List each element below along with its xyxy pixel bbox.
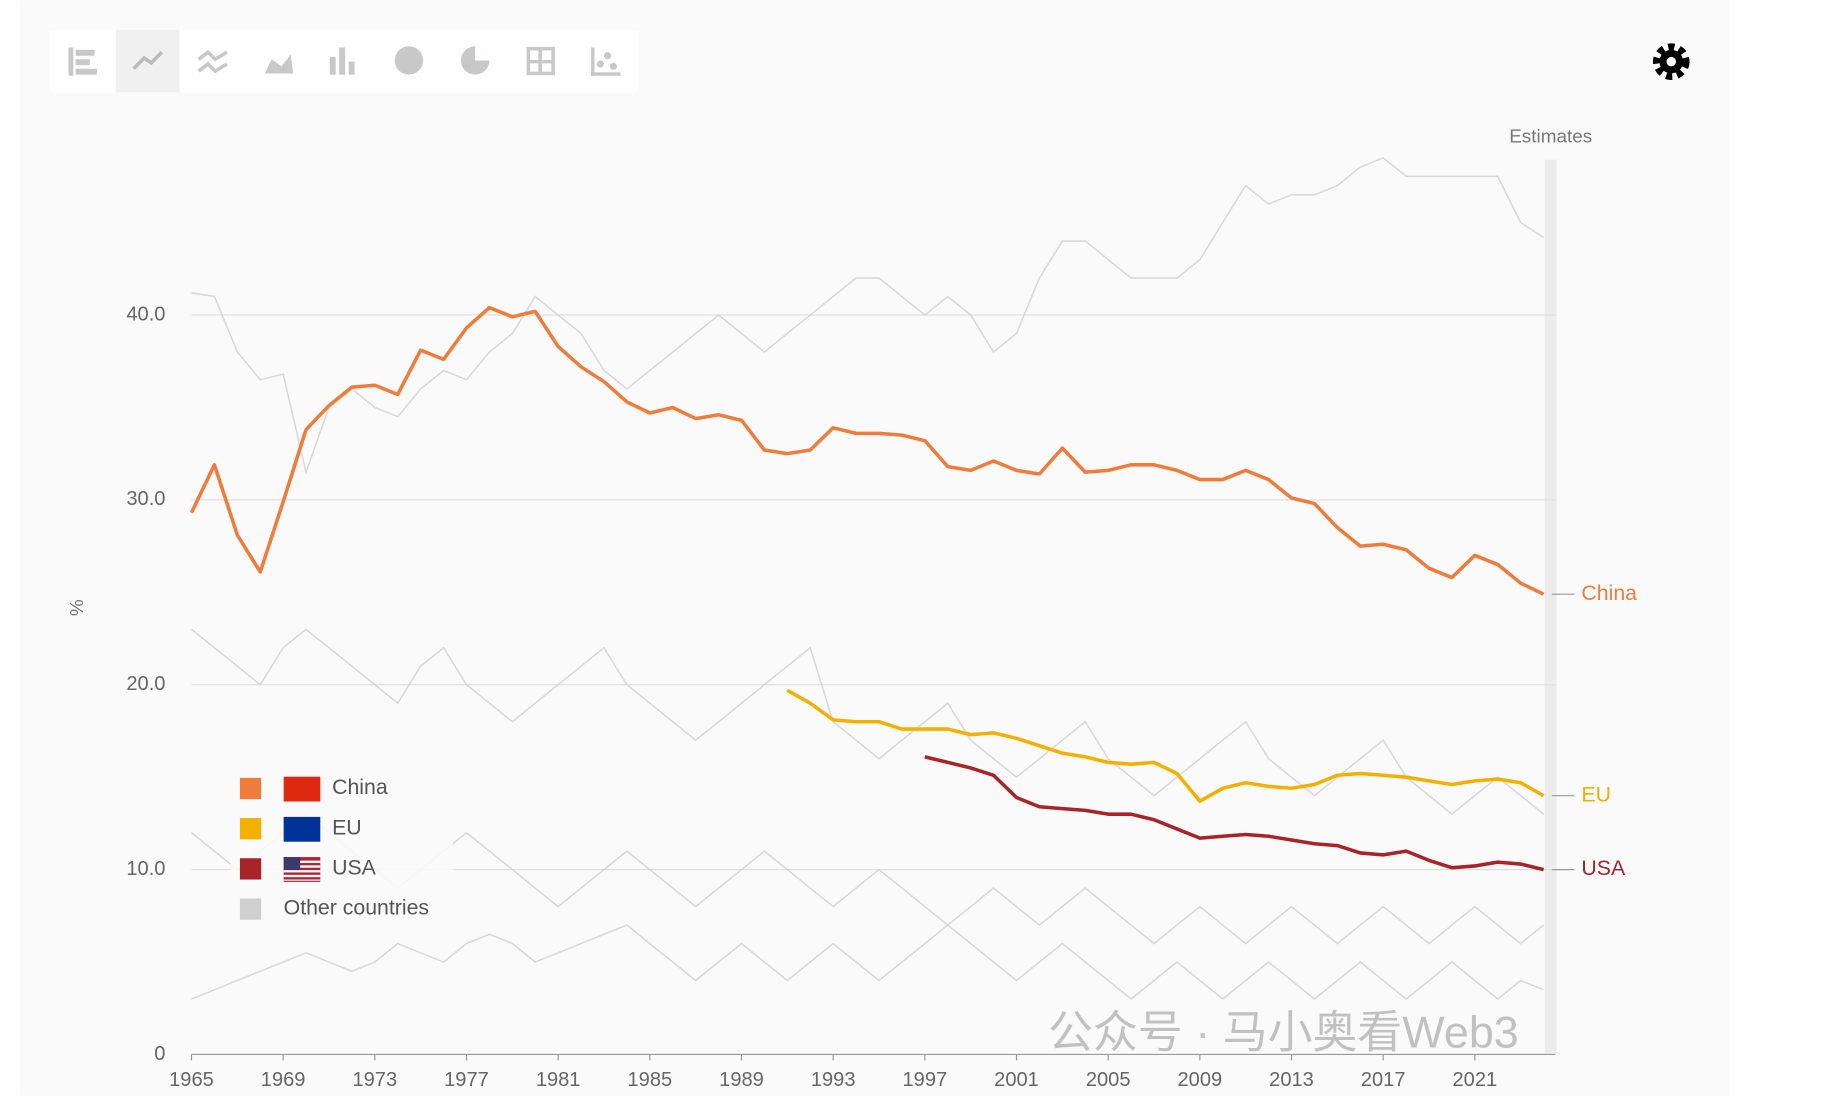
x-tick-label: 1969 xyxy=(261,1069,306,1091)
flag-eu xyxy=(283,816,321,842)
legend-label: USA xyxy=(332,856,377,880)
legend-label: EU xyxy=(332,815,362,839)
gear-hole xyxy=(1666,56,1676,67)
plot: 0 10.0 20.0 30.0 40.0 1965 1969 1973 1977 1981 198… xyxy=(126,156,1637,1091)
legend: China EU USA Other countries xyxy=(230,764,453,937)
gear-teeth xyxy=(1652,43,1690,80)
slope-icon[interactable] xyxy=(197,49,228,74)
legend-label: China xyxy=(332,775,388,799)
y-tick-label: 40.0 xyxy=(126,303,165,325)
other-country-line xyxy=(190,628,1545,816)
end-label: USA xyxy=(1581,856,1626,880)
legend-swatch xyxy=(239,858,262,880)
series-line xyxy=(924,755,1545,872)
settings-button[interactable] xyxy=(1652,43,1690,80)
toolbar xyxy=(49,29,639,93)
x-tick-label: 2005 xyxy=(1086,1069,1131,1091)
column-icon[interactable] xyxy=(329,47,355,75)
map-icon[interactable] xyxy=(394,46,424,75)
x-tick-label: 2017 xyxy=(1361,1069,1406,1091)
x-tick-label: 1977 xyxy=(444,1069,489,1091)
bar-icon[interactable] xyxy=(68,47,97,76)
legend-swatch xyxy=(239,818,262,840)
x-tick-label: 2001 xyxy=(994,1069,1039,1091)
y-axis-label: % xyxy=(67,599,88,616)
scatter-icon[interactable] xyxy=(590,47,621,76)
y-tick-label: 0 xyxy=(154,1043,165,1065)
y-tick-label: 20.0 xyxy=(126,673,165,695)
area-icon[interactable] xyxy=(264,54,294,74)
watermark: 公众号 · 马小奥看Web3 xyxy=(1048,1006,1519,1057)
x-tick-label: 1965 xyxy=(169,1069,214,1091)
legend-bg xyxy=(230,764,453,937)
series-line xyxy=(189,305,1545,596)
end-label: EU xyxy=(1581,782,1611,806)
table-icon[interactable] xyxy=(526,46,555,76)
estimates-band xyxy=(1544,159,1557,1055)
flag-china xyxy=(283,776,321,802)
x-tick-label: 2009 xyxy=(1178,1069,1223,1091)
legend-swatch xyxy=(239,898,262,920)
flag-usa xyxy=(283,857,321,882)
x-tick-label: 2021 xyxy=(1453,1069,1498,1091)
legend-label: Other countries xyxy=(284,896,429,920)
pie-icon[interactable] xyxy=(460,46,490,75)
end-label: China xyxy=(1581,581,1637,605)
legend-swatch xyxy=(239,777,262,800)
other-country-line xyxy=(191,156,1545,475)
x-tick-label: 1989 xyxy=(719,1069,764,1091)
estimates-label: Estimates xyxy=(1509,126,1592,147)
other-country-line xyxy=(191,924,1544,1001)
x-tick-label: 1973 xyxy=(352,1069,397,1091)
y-tick-label: 10.0 xyxy=(126,858,165,880)
y-tick-label: 30.0 xyxy=(126,488,165,510)
x-tick-label: 1993 xyxy=(811,1069,856,1091)
x-tick-label: 1997 xyxy=(902,1069,947,1091)
line-icon[interactable] xyxy=(132,50,164,70)
x-tick-label: 1985 xyxy=(627,1069,672,1091)
x-tick-label: 1981 xyxy=(536,1069,581,1091)
series-line xyxy=(786,688,1545,803)
x-tick-label: 2013 xyxy=(1269,1069,1314,1091)
